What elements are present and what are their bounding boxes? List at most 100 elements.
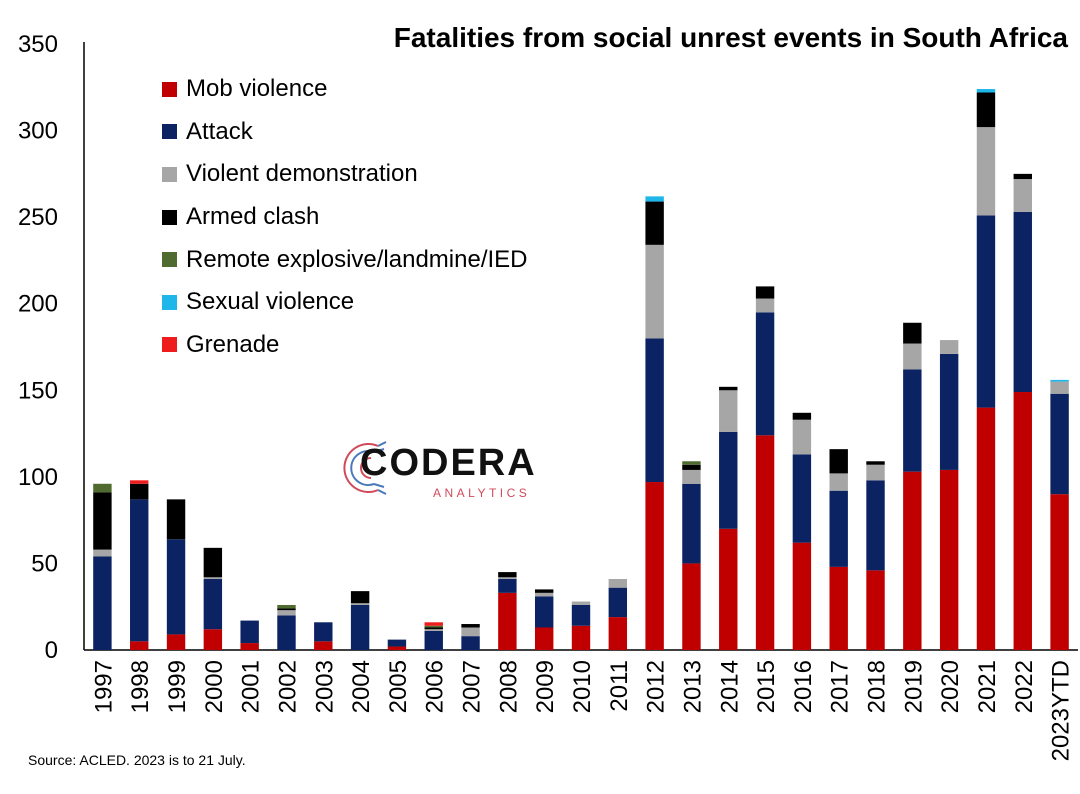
legend-swatch-remote-explosive <box>162 252 177 268</box>
bar-segment <box>903 369 922 472</box>
x-tick-label: 1997 <box>90 660 117 713</box>
x-tick-label: 2013 <box>679 660 706 713</box>
bar-segment <box>166 539 186 635</box>
bar-segment <box>645 482 664 650</box>
legend-item-remote-explosive: Remote explosive/landmine/IED <box>162 238 528 281</box>
bar-segment <box>93 556 112 650</box>
bar-segment <box>608 587 628 618</box>
bar-segment <box>939 469 959 650</box>
bar-segment <box>240 643 259 650</box>
bar-segment <box>866 461 885 465</box>
bar-segment <box>424 622 443 626</box>
legend-item-violent-demonstration: Violent demonstration <box>162 153 528 196</box>
y-tick-label: 100 <box>18 464 58 491</box>
bar-segment <box>498 592 517 650</box>
legend-swatch-mob-violence <box>162 81 177 97</box>
bar-segment <box>571 625 591 650</box>
bar-segment <box>792 412 812 420</box>
bar-segment <box>829 566 848 650</box>
codera-logo-mark-icon <box>343 441 387 495</box>
y-tick-label: 0 <box>45 637 58 664</box>
bar-segment <box>424 629 443 631</box>
bar-segment <box>1013 392 1032 650</box>
bar-segment <box>461 624 480 628</box>
bar-segment <box>93 492 112 550</box>
bar-segment <box>534 627 554 650</box>
bar-segment <box>387 639 407 647</box>
bar-segment <box>314 622 333 642</box>
bar-segment <box>461 627 480 637</box>
bar-segment <box>1050 393 1069 495</box>
bar-segment <box>608 579 628 588</box>
x-tick-label: 2021 <box>974 660 1001 713</box>
bar-segment <box>93 549 112 557</box>
bar-segment <box>829 490 848 567</box>
legend-item-mob-violence: Mob violence <box>162 68 528 111</box>
y-tick-label: 150 <box>18 377 58 404</box>
x-tick-label: 2005 <box>385 660 412 713</box>
y-tick-label: 200 <box>18 291 58 318</box>
bar-segment <box>792 419 812 455</box>
bar-segment <box>203 577 223 580</box>
bar-segment <box>534 589 554 593</box>
legend-label: Armed clash <box>186 203 320 231</box>
bar-segment <box>1013 179 1032 212</box>
bar-segment <box>976 127 996 216</box>
x-tick-label: 2016 <box>790 660 817 713</box>
bar-segment <box>829 449 848 474</box>
bar-segment <box>903 343 922 370</box>
x-tick-label: 2008 <box>495 660 522 713</box>
x-tick-label: 2009 <box>532 660 559 713</box>
x-tick-label: 2007 <box>459 660 486 713</box>
codera-logo: CODERA ANALYTICS <box>338 434 548 504</box>
bar-segment <box>792 542 812 650</box>
x-tick-label: 2023YTD <box>1048 660 1075 761</box>
bar-segment <box>719 390 738 432</box>
y-tick-label: 50 <box>31 550 58 577</box>
legend-label: Grenade <box>186 330 280 358</box>
bar-segment <box>498 572 517 578</box>
bar-segment <box>903 471 922 650</box>
bar-segment <box>719 431 738 529</box>
bar-segment <box>755 298 775 313</box>
x-tick-label: 2012 <box>643 660 670 713</box>
x-tick-label: 2022 <box>1011 660 1038 713</box>
x-tick-label: 2002 <box>274 660 301 713</box>
bar-segment <box>682 464 701 470</box>
x-tick-label: 2010 <box>569 660 596 713</box>
bar-segment <box>93 483 112 493</box>
legend: Mob violence Attack Violent demonstratio… <box>162 68 528 366</box>
bar-segment <box>866 570 885 650</box>
bar-segment <box>976 92 996 128</box>
bar-segment <box>1050 494 1069 650</box>
bar-segment <box>976 407 996 650</box>
bar-segment <box>314 641 333 650</box>
bar-segment <box>755 286 775 299</box>
bar-segment <box>1013 211 1032 393</box>
bar-segment <box>350 603 370 605</box>
bar-segment <box>534 592 554 597</box>
x-tick-label: 2020 <box>937 660 964 713</box>
bar-segment <box>645 196 664 202</box>
x-tick-label: 1998 <box>127 660 154 713</box>
legend-label: Mob violence <box>186 75 328 103</box>
legend-swatch-sexual-violence <box>162 294 177 310</box>
logo-wordmark: CODERA <box>360 442 537 484</box>
bar-segment <box>976 215 996 408</box>
bar-segment <box>1013 173 1032 180</box>
bar-segment <box>866 464 885 481</box>
legend-label: Violent demonstration <box>186 160 418 188</box>
legend-label: Sexual violence <box>186 288 355 316</box>
bar-segment <box>130 480 149 484</box>
bar-segment <box>130 483 149 500</box>
legend-label: Attack <box>186 117 253 145</box>
bar-segment <box>534 596 554 628</box>
bar-segment <box>166 634 186 650</box>
bar-segment <box>608 617 628 650</box>
bar-segment <box>461 636 480 650</box>
x-tick-label: 2011 <box>606 660 633 712</box>
legend-item-sexual-violence: Sexual violence <box>162 281 528 324</box>
bar-segment <box>571 604 591 626</box>
x-tick-label: 2003 <box>311 660 338 713</box>
bar-segment <box>130 499 149 642</box>
